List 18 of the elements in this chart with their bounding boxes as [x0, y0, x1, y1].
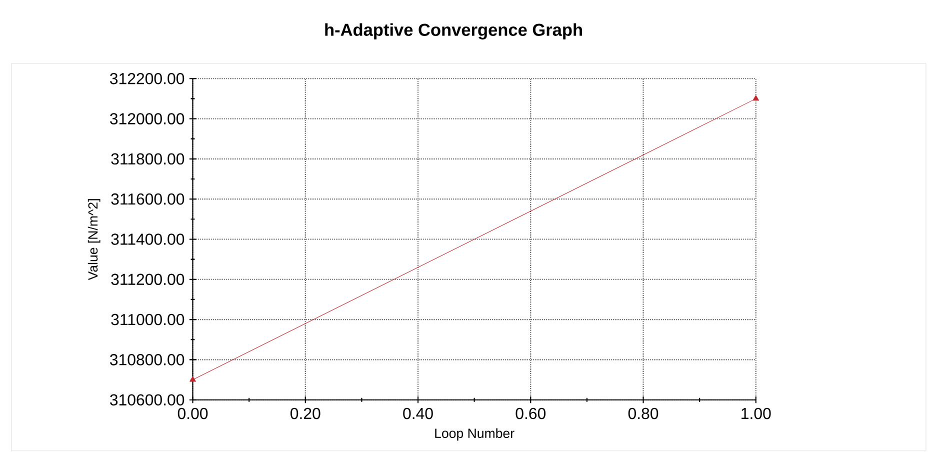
x-tick-label: 0.40: [403, 408, 433, 420]
y-tick-label: 312000.00: [110, 113, 184, 124]
y-tick-label: 312200.00: [110, 72, 184, 84]
x-tick-label: 0.20: [290, 408, 320, 420]
x-tick-label: 0.80: [628, 408, 658, 420]
x-tick-label: 1.00: [742, 408, 771, 420]
x-tick-label: 0.60: [516, 408, 546, 420]
y-tick-label: 311600.00: [111, 193, 184, 205]
y-tick-label: 311000.00: [111, 314, 184, 326]
y-tick-label: 311400.00: [111, 234, 184, 245]
y-tick-label: 311800.00: [111, 153, 184, 164]
y-axis-title: Value [N/m^2]: [88, 199, 100, 280]
y-tick-label: 311200.00: [111, 274, 184, 285]
chart-title: h-Adaptive Convergence Graph: [325, 23, 582, 40]
x-tick-label: 0.00: [178, 408, 208, 420]
y-tick-label: 310800.00: [110, 354, 184, 366]
x-axis-title: Loop Number: [435, 428, 514, 441]
y-tick-label: 310600.00: [110, 394, 184, 406]
